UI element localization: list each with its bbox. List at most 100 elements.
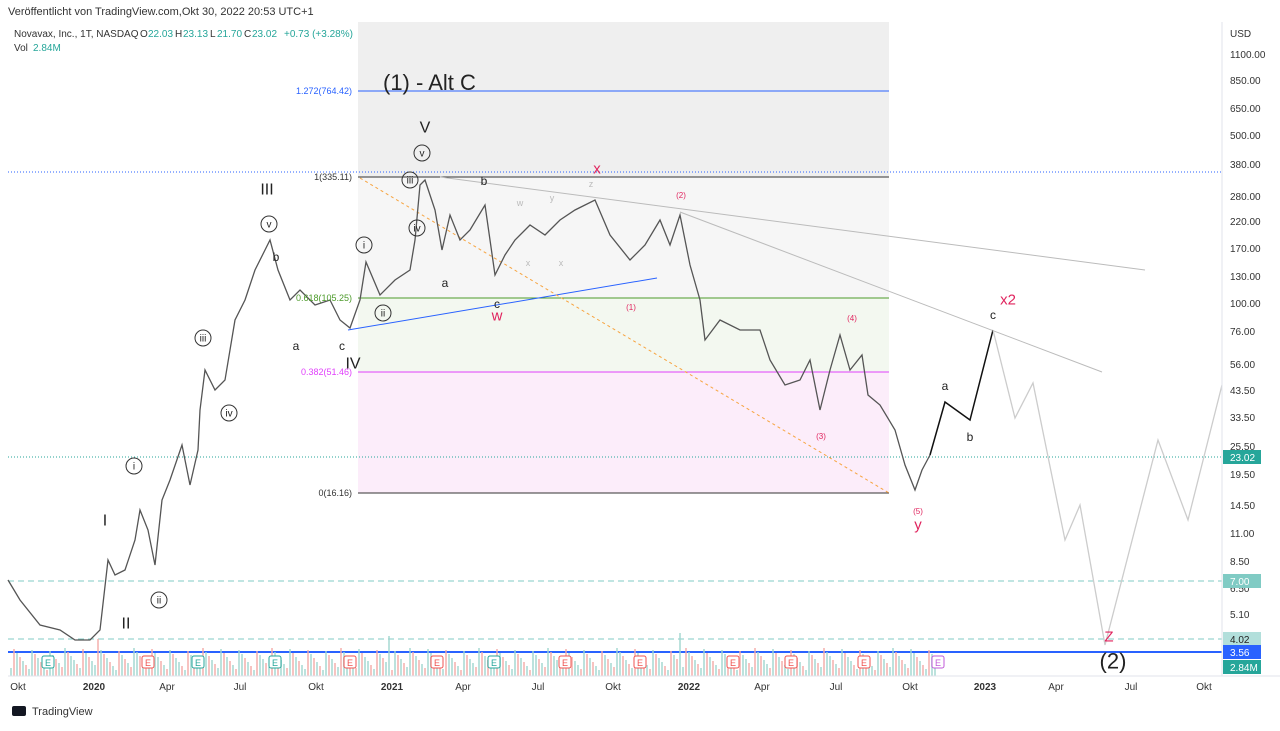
volume-bar	[613, 667, 615, 676]
volume-bar	[649, 669, 651, 676]
time-label: Apr	[159, 682, 175, 693]
volume-bar	[286, 668, 288, 676]
volume-bar	[526, 666, 528, 676]
time-label: Apr	[754, 682, 770, 693]
volume-bar	[376, 650, 378, 676]
volume-bar	[55, 659, 57, 676]
volume-bar	[916, 657, 918, 676]
volume-bar	[631, 668, 633, 676]
wave-label: w	[491, 307, 503, 324]
volume-bar	[340, 648, 342, 676]
time-label: Okt	[1196, 682, 1212, 693]
wave-label: i	[363, 241, 365, 252]
volume-bar	[583, 650, 585, 676]
price-tag	[1223, 645, 1261, 659]
volume-bar	[688, 652, 690, 676]
volume-bar	[709, 657, 711, 676]
volume-bar	[556, 660, 558, 676]
volume-bar	[502, 657, 504, 676]
volume-bar	[187, 651, 189, 676]
price-label: 170.00	[1230, 244, 1261, 255]
volume-bar	[88, 657, 90, 676]
ohlc-label: L	[210, 29, 216, 40]
volume-bar	[586, 654, 588, 676]
volume-bar	[121, 655, 123, 676]
legend: Novavax, Inc., 1T, NASDAQ O 22.03 H 23.1…	[14, 29, 353, 54]
earnings-label: E	[788, 658, 794, 668]
volume-bar	[625, 660, 627, 676]
volume-bar	[184, 670, 186, 676]
time-label: Jul	[1125, 682, 1138, 693]
volume-bar	[676, 659, 678, 676]
vol-label: Vol	[14, 43, 28, 54]
volume-bar	[133, 648, 135, 676]
volume-bar	[616, 648, 618, 676]
volume-bar	[22, 661, 24, 676]
volume-bar	[418, 660, 420, 676]
volume-bar	[448, 654, 450, 676]
volume-bar	[892, 648, 894, 676]
volume-bar	[850, 661, 852, 676]
trend-line	[439, 176, 1146, 271]
volume-bar	[280, 660, 282, 676]
time-label: 2023	[974, 682, 997, 693]
wave-label: iv	[413, 224, 420, 235]
price-tag	[1223, 632, 1261, 646]
volume-bar	[154, 653, 156, 676]
volume-bar	[928, 650, 930, 676]
volume-bar	[46, 670, 48, 676]
volume-bar	[751, 667, 753, 676]
earnings-marker	[41, 655, 55, 669]
volume-bar	[196, 663, 198, 676]
volume-bar	[406, 667, 408, 676]
price-tag	[1223, 660, 1261, 674]
volume-bar	[238, 650, 240, 676]
volume-bar	[103, 654, 105, 676]
volume-bar	[451, 658, 453, 676]
volume-bar	[295, 657, 297, 676]
wave-label: III	[260, 182, 273, 199]
wave-label: z	[589, 179, 594, 189]
price-tag-label: 3.56	[1230, 648, 1250, 659]
volume-bar	[43, 666, 45, 676]
volume-bar	[571, 657, 573, 676]
volume-bar	[718, 669, 720, 676]
vol-value: 2.84M	[33, 43, 61, 54]
earnings-marker	[784, 655, 798, 669]
volume-bar	[322, 670, 324, 676]
volume-bar	[388, 636, 390, 676]
wave-label: c	[990, 308, 996, 322]
wave-label: v	[420, 149, 425, 160]
volume-bar	[175, 658, 177, 676]
price-label: 19.50	[1230, 470, 1255, 481]
volume-bar	[703, 649, 705, 676]
volume-bar	[895, 652, 897, 676]
volume-bar	[883, 659, 885, 676]
earnings-label: E	[637, 658, 643, 668]
volume-bar	[292, 653, 294, 676]
volume-bar	[127, 663, 129, 676]
earnings-marker	[931, 655, 945, 669]
price-label: 8.50	[1230, 557, 1250, 568]
volume-bar	[94, 665, 96, 676]
price-label: 11.00	[1230, 529, 1255, 540]
trend-line	[679, 211, 1103, 373]
volume-bar	[736, 670, 738, 676]
volume-bar	[73, 660, 75, 676]
volume-bar	[835, 664, 837, 676]
price-label: 380.00	[1230, 160, 1261, 171]
time-label: Okt	[605, 682, 621, 693]
volume-bar	[532, 651, 534, 676]
volume-bar	[829, 656, 831, 676]
volume-bar	[520, 658, 522, 676]
wave-label: iv	[225, 409, 232, 420]
volume-bar	[328, 655, 330, 676]
volume-bar	[673, 655, 675, 676]
earnings-marker	[430, 655, 444, 669]
volume-bar	[592, 662, 594, 676]
volume-bar	[169, 650, 171, 676]
volume-bar	[547, 648, 549, 676]
volume-bar	[67, 652, 69, 676]
volume-bar	[652, 650, 654, 676]
wave-circle	[220, 404, 238, 422]
